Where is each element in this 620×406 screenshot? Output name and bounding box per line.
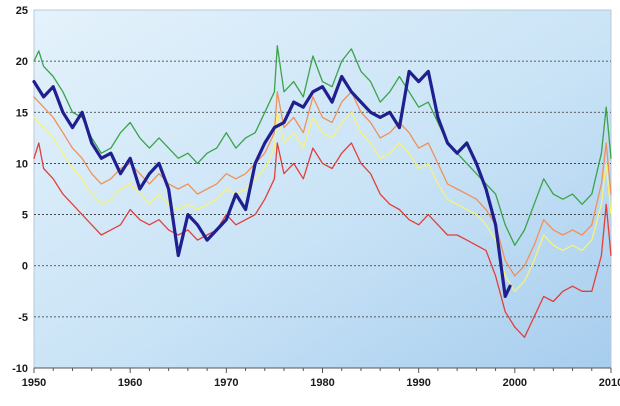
plot-area [33,9,612,369]
series-line-5 [32,69,512,298]
x-tick-label: 2010 [599,377,620,389]
series-line-1 [33,45,612,246]
y-tick-label: 5 [22,210,28,222]
y-tick-label: -10 [12,363,28,375]
y-tick-label: 20 [16,56,28,68]
series-layer [32,45,612,338]
y-axis: 25 20 15 10 5 0 -5 -10 [12,5,28,375]
x-tick-label: 1960 [118,377,142,389]
series-line-3 [33,111,612,292]
y-tick-label: 10 [16,158,28,170]
x-tick-label: 2000 [503,377,527,389]
x-axis: 1950 1960 1970 1980 1990 2000 2010 [22,367,620,389]
y-tick-label: 25 [16,5,28,17]
series-line-4 [33,142,612,338]
x-tick-label: 1970 [214,377,238,389]
x-tick-label: 1950 [22,377,46,389]
x-tick-label: 1980 [310,377,334,389]
y-tick-label: 15 [16,107,28,119]
y-tick-label: 0 [22,261,28,273]
y-tick-label: -5 [18,312,28,324]
x-tick-label: 1990 [406,377,430,389]
